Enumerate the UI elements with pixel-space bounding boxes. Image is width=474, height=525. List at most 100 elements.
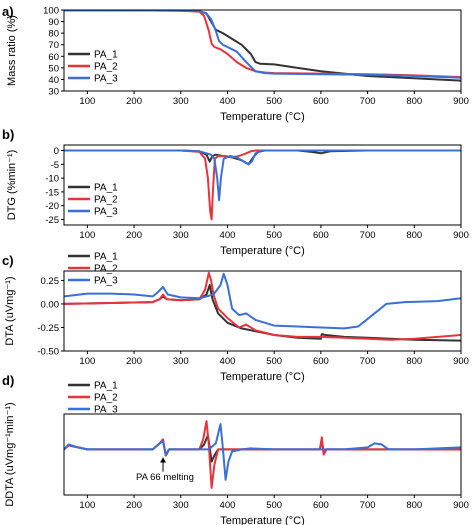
y-tick-label: 0.00 bbox=[41, 299, 60, 310]
legend-label: PA_2 bbox=[94, 62, 118, 73]
plot-frame bbox=[63, 270, 462, 352]
y-axis-title: Mass ratio (%) bbox=[6, 15, 18, 86]
x-tick-label: 100 bbox=[79, 96, 95, 107]
y-tick-label: -20 bbox=[45, 201, 59, 212]
plot-frame bbox=[63, 144, 462, 226]
x-axis-title: Temperature (°C) bbox=[220, 371, 304, 383]
chart-panel-3: c) 100 200 300 400 500 600 700 800 900 0.25 0.00 -0.… bbox=[2, 252, 469, 384]
legend: PA_1PA_2PA_3 bbox=[68, 183, 118, 218]
x-tick-label: 200 bbox=[126, 96, 142, 107]
chart-panel-2: b) 100 200 300 400 500 600 700 800 900 0 -5 -10 -15 -2… bbox=[2, 127, 469, 257]
series-line-pa-1 bbox=[64, 10, 461, 82]
plot-frame bbox=[63, 413, 462, 496]
x-tick-label: 900 bbox=[453, 96, 469, 107]
x-tick-label: 900 bbox=[453, 230, 469, 241]
series-line-pa-1 bbox=[64, 149, 461, 166]
x-tick-label: 500 bbox=[266, 96, 282, 107]
series-line-pa-3 bbox=[64, 423, 461, 481]
plot-frame bbox=[63, 9, 462, 92]
x-tick-label: 600 bbox=[313, 96, 329, 107]
legend-label: PA_1 bbox=[94, 381, 118, 392]
y-tick-label: 50 bbox=[48, 63, 59, 74]
series-line-pa-2 bbox=[64, 10, 461, 79]
x-tick-label: 200 bbox=[126, 500, 142, 511]
x-tick-label: 600 bbox=[313, 356, 329, 367]
x-axis-title: Temperature (°C) bbox=[220, 515, 304, 525]
y-axis-title: DTG (%min⁻¹) bbox=[6, 150, 18, 221]
y-tick-label: 60 bbox=[48, 52, 59, 63]
x-tick-label: 300 bbox=[173, 356, 189, 367]
legend: PA_1PA_2PA_3 bbox=[68, 252, 118, 287]
x-tick-label: 100 bbox=[79, 500, 95, 511]
y-axis-title: DTA (uVmg⁻¹) bbox=[4, 276, 16, 345]
x-tick-label: 500 bbox=[266, 500, 282, 511]
y-tick-label: -5 bbox=[51, 160, 59, 171]
x-tick-label: 800 bbox=[406, 500, 422, 511]
annotation-label: PA 66 melting bbox=[136, 472, 194, 483]
x-tick-label: 600 bbox=[313, 500, 329, 511]
x-tick-label: 800 bbox=[406, 356, 422, 367]
series-line-pa-3 bbox=[64, 10, 461, 79]
y-tick-label: -0.25 bbox=[37, 323, 59, 334]
x-tick-label: 900 bbox=[453, 500, 469, 511]
x-tick-label: 800 bbox=[406, 96, 422, 107]
legend-label: PA_1 bbox=[94, 50, 118, 61]
y-tick-label: 30 bbox=[48, 87, 59, 98]
x-axis-title: Temperature (°C) bbox=[220, 111, 304, 123]
x-tick-label: 500 bbox=[266, 356, 282, 367]
legend-label: PA_3 bbox=[94, 207, 118, 218]
panel-letter: c) bbox=[2, 253, 14, 268]
x-tick-label: 400 bbox=[220, 500, 236, 511]
panel-letter: d) bbox=[2, 373, 14, 388]
x-tick-label: 700 bbox=[360, 356, 376, 367]
series-line-pa-3 bbox=[64, 272, 461, 330]
x-tick-label: 100 bbox=[79, 230, 95, 241]
legend-label: PA_3 bbox=[94, 276, 118, 287]
legend-label: PA_3 bbox=[94, 405, 118, 416]
y-tick-label: -15 bbox=[45, 187, 59, 198]
x-tick-label: 700 bbox=[360, 500, 376, 511]
panel-letter: a) bbox=[2, 4, 14, 19]
series-line-pa-2 bbox=[64, 420, 461, 489]
series-line-pa-3 bbox=[64, 149, 461, 202]
legend-label: PA_2 bbox=[94, 393, 118, 404]
series-line-pa-2 bbox=[64, 149, 461, 221]
y-tick-label: 90 bbox=[48, 17, 59, 28]
legend: PA_1PA_2PA_3 bbox=[68, 50, 118, 85]
series-line-pa-2 bbox=[64, 271, 461, 341]
y-tick-label: -0.50 bbox=[37, 347, 59, 358]
x-tick-label: 900 bbox=[453, 356, 469, 367]
y-tick-label: 100 bbox=[43, 6, 59, 17]
legend-label: PA_1 bbox=[94, 252, 118, 263]
legend-label: PA_3 bbox=[94, 74, 118, 85]
x-axis-title: Temperature (°C) bbox=[220, 245, 304, 257]
x-tick-label: 300 bbox=[173, 96, 189, 107]
x-tick-label: 300 bbox=[173, 230, 189, 241]
chart-panel-1: a) 100 200 300 400 500 600 700 800 900 30405060708… bbox=[2, 4, 469, 123]
x-tick-label: 400 bbox=[220, 356, 236, 367]
y-tick-label: 0.25 bbox=[41, 276, 60, 287]
legend: PA_1PA_2PA_3 bbox=[68, 381, 118, 416]
x-tick-label: 700 bbox=[360, 230, 376, 241]
legend-label: PA_2 bbox=[94, 264, 118, 275]
x-tick-label: 300 bbox=[173, 500, 189, 511]
y-tick-label: -10 bbox=[45, 174, 59, 185]
x-tick-label: 400 bbox=[220, 230, 236, 241]
chart-panel-4: d) 100 200 300 400 500 600 700 800 900 Temperature… bbox=[2, 373, 469, 525]
x-tick-label: 100 bbox=[79, 356, 95, 367]
x-tick-label: 200 bbox=[126, 356, 142, 367]
x-tick-label: 400 bbox=[220, 96, 236, 107]
legend-label: PA_2 bbox=[94, 195, 118, 206]
x-tick-label: 500 bbox=[266, 230, 282, 241]
y-tick-label: 40 bbox=[48, 75, 59, 86]
y-tick-label: 0 bbox=[54, 146, 59, 157]
x-tick-label: 200 bbox=[126, 230, 142, 241]
x-tick-label: 600 bbox=[313, 230, 329, 241]
x-tick-label: 700 bbox=[360, 96, 376, 107]
y-tick-label: -25 bbox=[45, 215, 59, 226]
panel-letter: b) bbox=[2, 127, 14, 142]
annotation-arrow-head bbox=[160, 457, 167, 463]
legend-label: PA_1 bbox=[94, 183, 118, 194]
y-axis-title: DDTA (uVmg⁻¹min⁻¹) bbox=[4, 402, 16, 506]
